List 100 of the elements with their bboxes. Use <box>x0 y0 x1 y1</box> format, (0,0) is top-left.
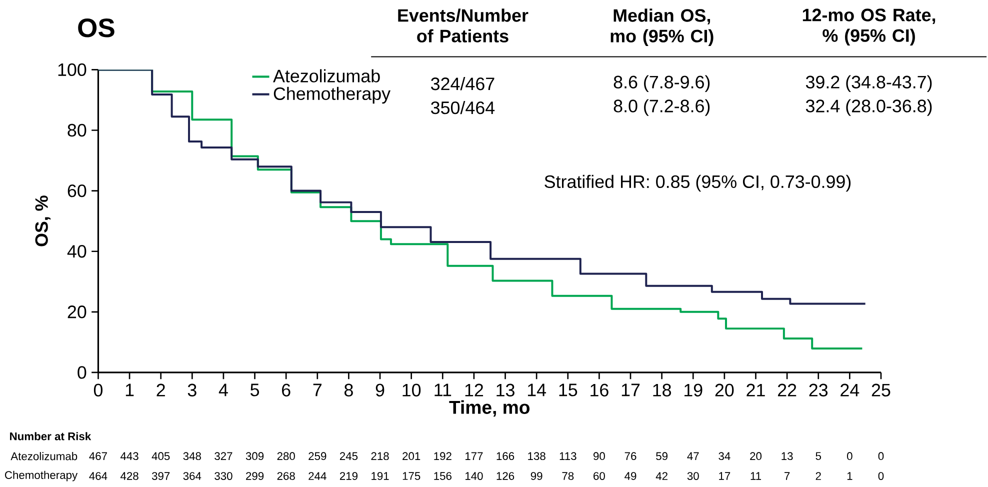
text: 280 <box>277 452 295 460</box>
text: 405 <box>152 452 170 460</box>
text: 0 <box>878 452 884 460</box>
y-tick-label: 80 <box>68 124 86 137</box>
text: 0 <box>878 472 884 480</box>
text: 156 <box>434 472 452 480</box>
text: 5 <box>816 452 822 460</box>
text: Events/Number of Patients <box>398 8 528 42</box>
x-tick-label: 11 <box>434 384 452 396</box>
text: 192 <box>434 452 452 460</box>
y-tick-label: 40 <box>67 245 86 258</box>
text: 2 <box>816 472 821 480</box>
annotation: 8.0 (7.2-8.6) <box>614 99 710 116</box>
text: 219 <box>340 472 358 480</box>
text: 20 <box>750 452 762 460</box>
text: 464 <box>89 472 108 480</box>
text: Chemotherapy <box>5 470 78 482</box>
text: 47 <box>687 452 699 460</box>
text: 177 <box>466 452 483 460</box>
x-tick-label: 20 <box>715 384 734 396</box>
x-tick-label: 15 <box>559 384 578 396</box>
text: 348 <box>183 452 201 460</box>
x-tick-label: 17 <box>622 384 640 396</box>
text: 259 <box>308 452 326 460</box>
x-tick-label: 7 <box>313 384 322 396</box>
text: 17 <box>719 472 730 480</box>
text: 327 <box>214 452 232 460</box>
text: 76 <box>624 452 636 460</box>
x-tick-label: 22 <box>778 384 796 396</box>
text: 11 <box>750 472 761 480</box>
y-tick-label: 0 <box>78 366 86 379</box>
y-tick-label: 20 <box>68 306 86 318</box>
x-tick-label: 24 <box>840 384 860 396</box>
annotation: 32.4 (28.0-36.8) <box>806 99 932 116</box>
text: 140 <box>466 472 483 480</box>
x-tick-label: 21 <box>746 384 765 396</box>
x-tick-label: 6 <box>282 384 290 396</box>
text: 309 <box>246 452 264 460</box>
text: 299 <box>246 472 264 480</box>
x-tick-label: 4 <box>218 384 228 396</box>
annotation: 324/467 <box>431 77 494 90</box>
text: 268 <box>277 472 295 480</box>
text: Number at Risk <box>10 432 92 440</box>
x-tick-label: 18 <box>653 384 671 396</box>
text: 201 <box>402 452 420 460</box>
text: 428 <box>120 472 138 480</box>
text: 245 <box>340 452 358 460</box>
x-tick-label: 12 <box>465 384 484 396</box>
text: 13 <box>782 452 793 460</box>
x-tick-label: 0 <box>94 384 103 396</box>
text: 138 <box>528 452 546 460</box>
legend-label: Chemotherapy <box>274 86 391 104</box>
text: 30 <box>687 472 699 480</box>
annotation: 39.2 (34.8-43.7) <box>806 75 932 92</box>
text: 443 <box>120 452 138 460</box>
annotation: 350/464 <box>431 100 495 114</box>
y-tick-label: 100 <box>58 63 86 76</box>
x-tick-label: 9 <box>376 384 384 396</box>
text: 397 <box>152 472 170 480</box>
x-tick-label: 2 <box>156 384 165 396</box>
x-tick-label: 10 <box>402 384 421 396</box>
text: 364 <box>183 472 202 480</box>
x-tick-label: 14 <box>528 384 546 396</box>
text: 126 <box>496 472 514 480</box>
x-tick-label: 1 <box>126 384 134 396</box>
x-tick-label: 13 <box>496 384 514 396</box>
text: 59 <box>656 452 668 460</box>
x-tick-label: 3 <box>188 384 196 396</box>
text: Median OS, mo (95% CI) <box>610 8 714 46</box>
x-axis-title: Time, mo <box>449 400 530 417</box>
y-axis-title: OS, % <box>35 196 51 246</box>
text: 34 <box>718 452 730 460</box>
x-tick-label: 5 <box>250 384 260 396</box>
text: 467 <box>89 452 107 460</box>
text: 218 <box>371 452 389 460</box>
y-tick-label: 60 <box>68 184 86 198</box>
legend-label: Atezolizumab <box>273 69 380 82</box>
chart-title: OS <box>78 18 114 38</box>
x-tick-label: 8 <box>344 384 353 396</box>
annotation: Stratified HR: 0.85 (95% CI, 0.73-0.99) <box>544 174 851 192</box>
text: 49 <box>624 472 636 480</box>
text: 244 <box>308 472 326 480</box>
annotation: 8.6 (7.8-9.6) <box>614 75 710 92</box>
text: 166 <box>496 452 514 460</box>
text: 12-mo OS Rate, % (95% CI) <box>802 8 936 46</box>
text: 330 <box>214 472 232 480</box>
text: 60 <box>594 472 605 480</box>
x-tick-label: 23 <box>809 384 828 396</box>
x-tick-label: 16 <box>590 384 608 396</box>
text: 7 <box>784 472 790 480</box>
text: 78 <box>562 472 574 480</box>
text: 99 <box>530 472 542 480</box>
text: 0 <box>847 452 852 460</box>
x-tick-label: 25 <box>872 384 890 396</box>
text: 191 <box>372 472 389 480</box>
text: 90 <box>594 452 605 460</box>
x-tick-label: 19 <box>684 384 702 396</box>
text: 1 <box>847 472 852 480</box>
text: 42 <box>656 472 668 480</box>
text: Atezolizumab <box>10 452 78 460</box>
